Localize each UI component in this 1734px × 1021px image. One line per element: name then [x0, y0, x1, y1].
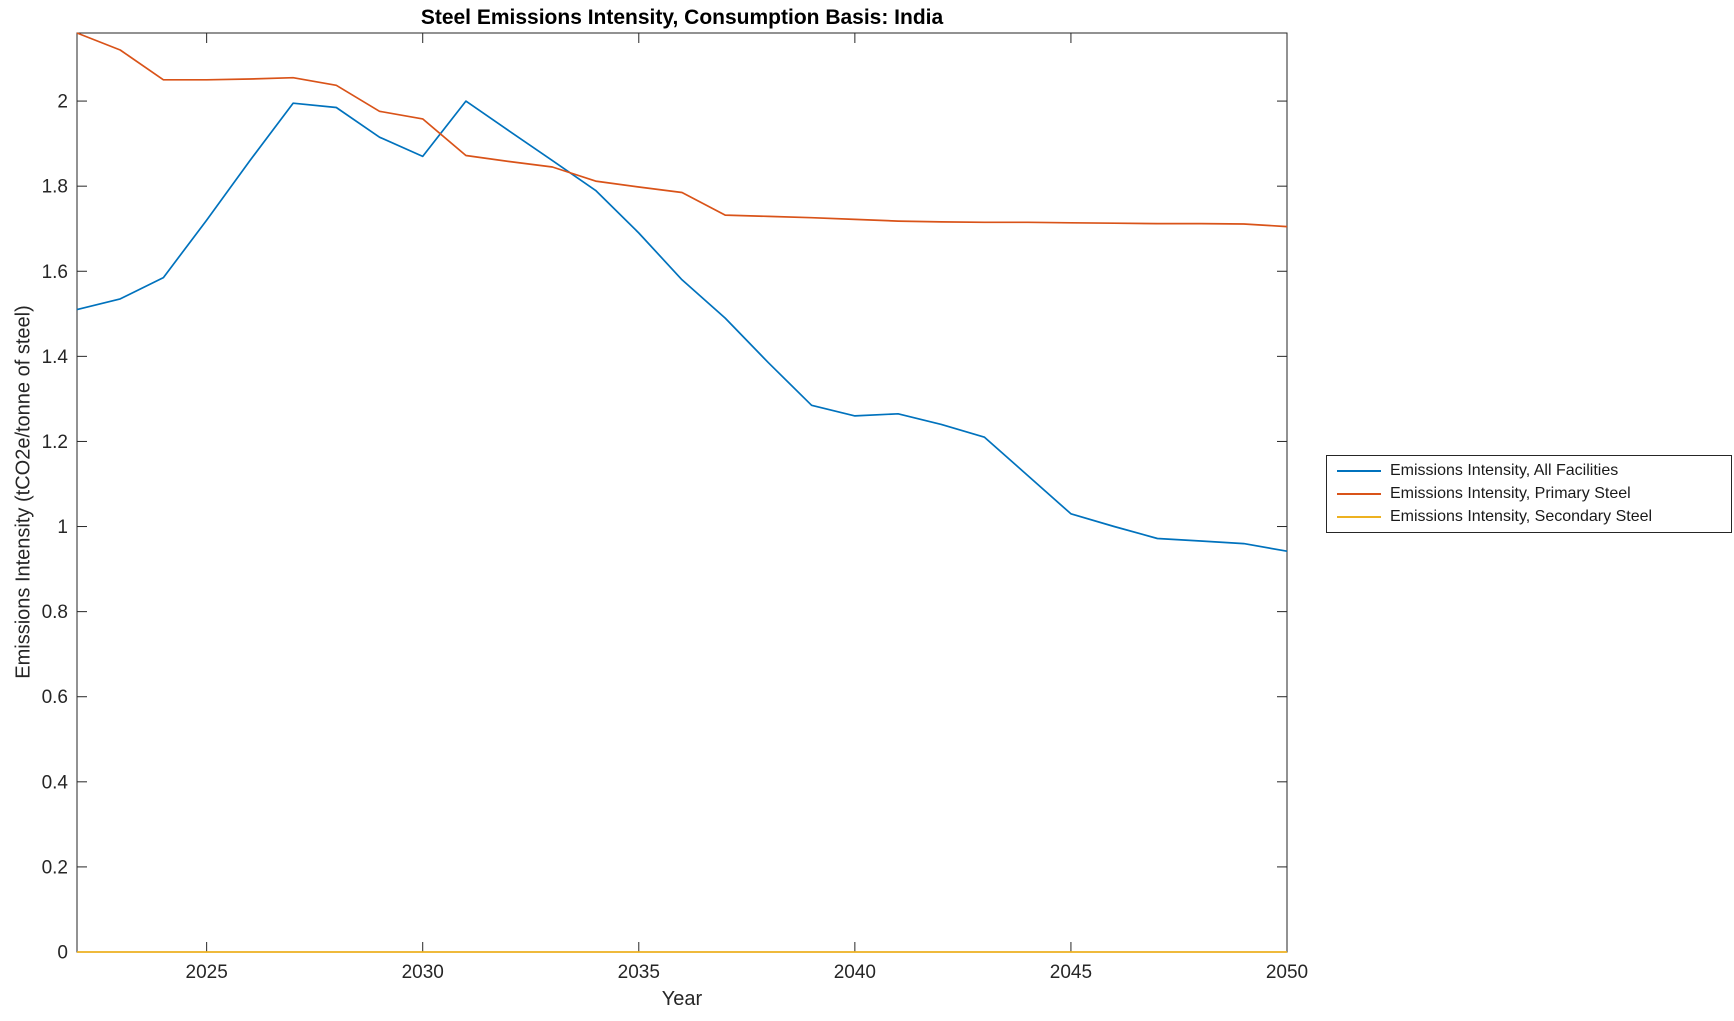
series-line-1 — [76, 32, 1288, 228]
y-tick-label: 1 — [57, 517, 68, 538]
legend-line-swatch — [1337, 470, 1381, 472]
x-tick-label: 2030 — [402, 962, 444, 983]
y-tick-label: 0 — [57, 943, 68, 964]
legend-line-swatch — [1337, 493, 1381, 495]
y-tick-label: 0.4 — [42, 772, 69, 793]
x-tick-label: 2035 — [618, 962, 660, 983]
legend-item-label: Emissions Intensity, Primary Steel — [1390, 485, 1631, 502]
legend-item-label: Emissions Intensity, All Facilities — [1390, 462, 1619, 479]
chart-title: Steel Emissions Intensity, Consumption B… — [420, 6, 944, 29]
y-tick-label: 1.4 — [42, 347, 69, 368]
y-tick-label: 2 — [57, 92, 68, 113]
x-axis-label: Year — [661, 988, 703, 1010]
y-tick-label: 0.8 — [42, 602, 68, 623]
y-tick-label: 1.2 — [42, 432, 68, 453]
series-line-0 — [76, 100, 1288, 553]
legend-box: Emissions Intensity, All Facilities Emis… — [1326, 455, 1732, 533]
y-tick-label: 0.6 — [42, 687, 68, 708]
y-tick-label: 1.8 — [42, 177, 68, 198]
plot-border — [76, 32, 1288, 953]
legend-item: Emissions Intensity, Secondary Steel — [1337, 506, 1731, 529]
x-tick-label: 2050 — [1266, 962, 1308, 983]
y-tick-label: 1.6 — [42, 262, 68, 283]
legend-item-label: Emissions Intensity, Secondary Steel — [1390, 508, 1653, 525]
legend-line-swatch — [1337, 516, 1381, 518]
x-tick-label: 2040 — [834, 962, 876, 983]
x-tick-label: 2045 — [1050, 962, 1092, 983]
legend-item: Emissions Intensity, All Facilities — [1337, 460, 1731, 483]
legend-item: Emissions Intensity, Primary Steel — [1337, 483, 1731, 506]
x-tick-label: 2025 — [186, 962, 228, 983]
y-tick-label: 0.2 — [42, 857, 68, 878]
